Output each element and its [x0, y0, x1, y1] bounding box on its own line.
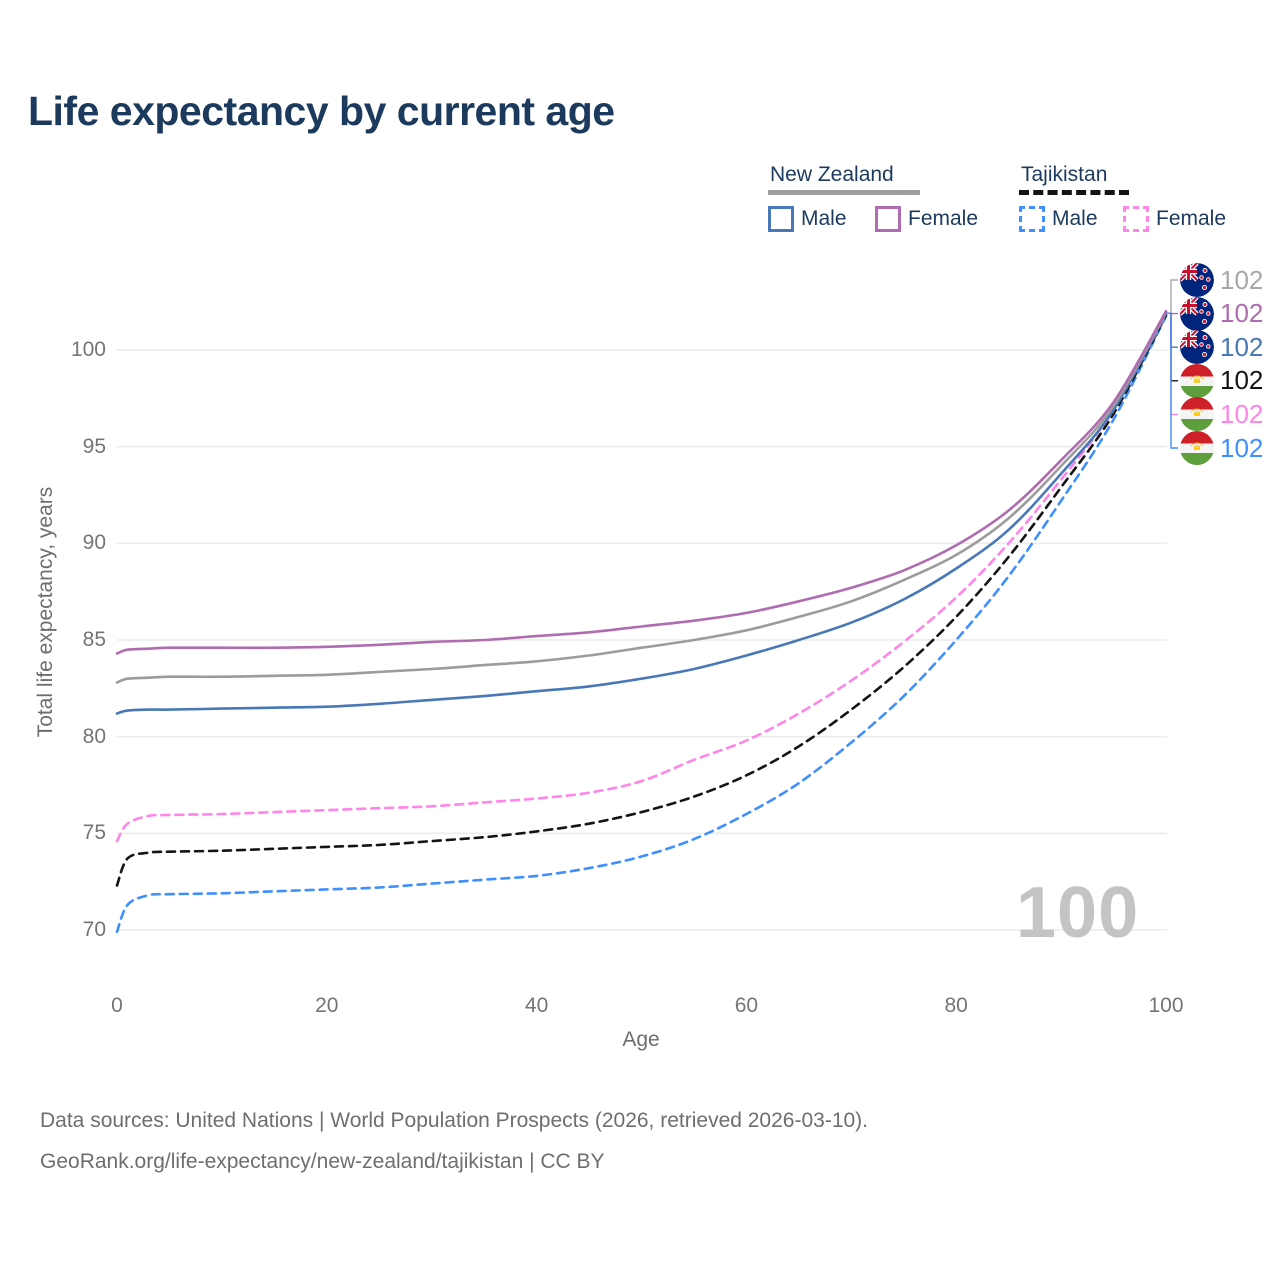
- legend-label-tj-female: Female: [1156, 207, 1227, 230]
- end-label-row: 102: [1180, 431, 1263, 465]
- series-line-tajikistan-male: [115, 314, 1168, 934]
- y-tick-label: 100: [70, 338, 106, 361]
- end-label-connector: [1166, 312, 1178, 416]
- legend-swatch-tj-male: [1019, 206, 1045, 232]
- end-label-connector: [1166, 312, 1178, 382]
- y-tick-label: 90: [82, 531, 106, 555]
- end-label-connector: [1166, 279, 1178, 314]
- footer-data-sources: Data sources: United Nations | World Pop…: [40, 1109, 869, 1132]
- flag-icon-tajikistan: [1180, 397, 1214, 432]
- series-line-tajikistan-both-sexes: [115, 313, 1168, 887]
- flag-icon-new-zealand: [1180, 330, 1214, 365]
- series-line-new-zealand-male: [115, 312, 1168, 715]
- series-line-new-zealand-female: [115, 310, 1168, 655]
- x-tick-label: 40: [524, 994, 549, 1017]
- y-axis-title: Total life expectancy, years: [34, 486, 57, 738]
- end-label-connector: [1166, 312, 1178, 348]
- y-tick-label: 75: [82, 821, 106, 845]
- legend-underline-new-zealand: [768, 190, 920, 195]
- legend-label-tj-male: Male: [1052, 207, 1098, 230]
- flag-icon-new-zealand: [1180, 296, 1214, 331]
- flag-icon-tajikistan: [1180, 431, 1214, 465]
- legend-group-title-new-zealand: New Zealand: [770, 163, 894, 186]
- y-tick-label: 95: [82, 434, 106, 458]
- end-label-row: 102: [1180, 263, 1263, 297]
- y-tick-label: 85: [82, 627, 106, 651]
- x-tick-label: 20: [315, 994, 339, 1017]
- age-watermark: 100: [1016, 873, 1140, 953]
- legend-group-title-tajikistan: Tajikistan: [1021, 163, 1108, 186]
- end-value-label: 102: [1220, 432, 1264, 463]
- x-tick-label: 80: [944, 994, 968, 1017]
- end-value-label: 102: [1220, 365, 1264, 396]
- y-tick-label: 70: [82, 917, 106, 941]
- flag-icon-tajikistan: [1180, 363, 1214, 398]
- end-label-connector: [1166, 312, 1178, 449]
- end-label-row: 102: [1180, 330, 1264, 365]
- legend-underline-tajikistan: [1019, 190, 1129, 195]
- end-value-label: 102: [1220, 398, 1264, 429]
- end-label-row: 102: [1180, 363, 1264, 398]
- x-tick-label: 100: [1148, 994, 1184, 1017]
- legend-swatch-tj-female: [1123, 206, 1149, 232]
- end-label-row: 102: [1180, 296, 1264, 331]
- end-value-label: 102: [1220, 298, 1264, 329]
- legend-label-nz-male: Male: [801, 207, 847, 230]
- end-value-label: 102: [1220, 331, 1264, 362]
- series-line-new-zealand-both-sexes: [115, 311, 1168, 684]
- end-label-row: 102: [1180, 397, 1264, 432]
- end-value-label: 102: [1220, 264, 1264, 295]
- footer-attribution: GeoRank.org/life-expectancy/new-zealand/…: [40, 1150, 605, 1173]
- series-line-tajikistan-female: [115, 312, 1168, 843]
- legend-swatch-nz-male: [768, 206, 794, 232]
- legend-swatch-nz-female: [875, 206, 901, 232]
- x-tick-label: 0: [111, 994, 123, 1017]
- flag-icon-new-zealand: [1180, 263, 1214, 297]
- legend-label-nz-female: Female: [908, 207, 979, 230]
- x-tick-label: 60: [734, 994, 759, 1017]
- y-tick-label: 80: [82, 724, 106, 748]
- x-axis-title: Age: [622, 1028, 660, 1051]
- page-title: Life expectancy by current age: [28, 88, 615, 134]
